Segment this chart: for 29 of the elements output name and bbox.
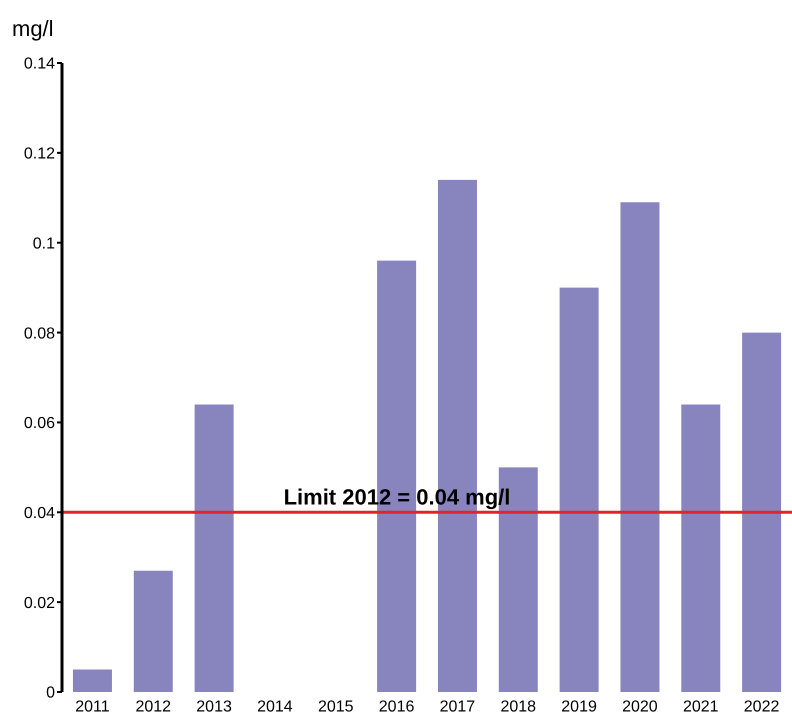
bar [72,670,112,692]
y-tick-label: 0.02 [24,594,56,612]
x-tick-label: 2012 [135,698,172,716]
bar [194,404,234,692]
y-tick-label: 0.08 [24,325,56,342]
x-tick-label: 2011 [75,698,110,716]
x-tick-label: 2015 [318,698,354,716]
x-tick-label: 2014 [257,698,293,716]
bar [134,570,173,692]
x-tick-label: 2022 [744,698,780,716]
bar [681,404,720,692]
y-tick-label: 0.12 [24,146,56,163]
x-tick-label: 2019 [561,698,597,716]
y-tick-label: 0.04 [24,504,56,522]
x-tick-label: 2018 [500,698,536,716]
y-tick-label: 0.1 [32,235,56,252]
x-tick-label: 2020 [622,698,658,716]
y-tick-label: 0.14 [24,56,56,73]
y-tick-label: 0 [46,684,56,702]
x-tick-label: 2016 [378,698,414,716]
x-tick-label: 2021 [682,698,719,716]
y-axis-title: mg/l [12,16,54,42]
bar [742,332,782,692]
bar [620,202,660,692]
y-tick-label: 0.06 [24,415,56,432]
bar [560,288,599,692]
x-tick-label: 2013 [196,698,232,716]
ref-line-label: Limit 2012 = 0.04 mg/l [284,484,510,510]
x-tick-label: 2017 [440,698,476,716]
